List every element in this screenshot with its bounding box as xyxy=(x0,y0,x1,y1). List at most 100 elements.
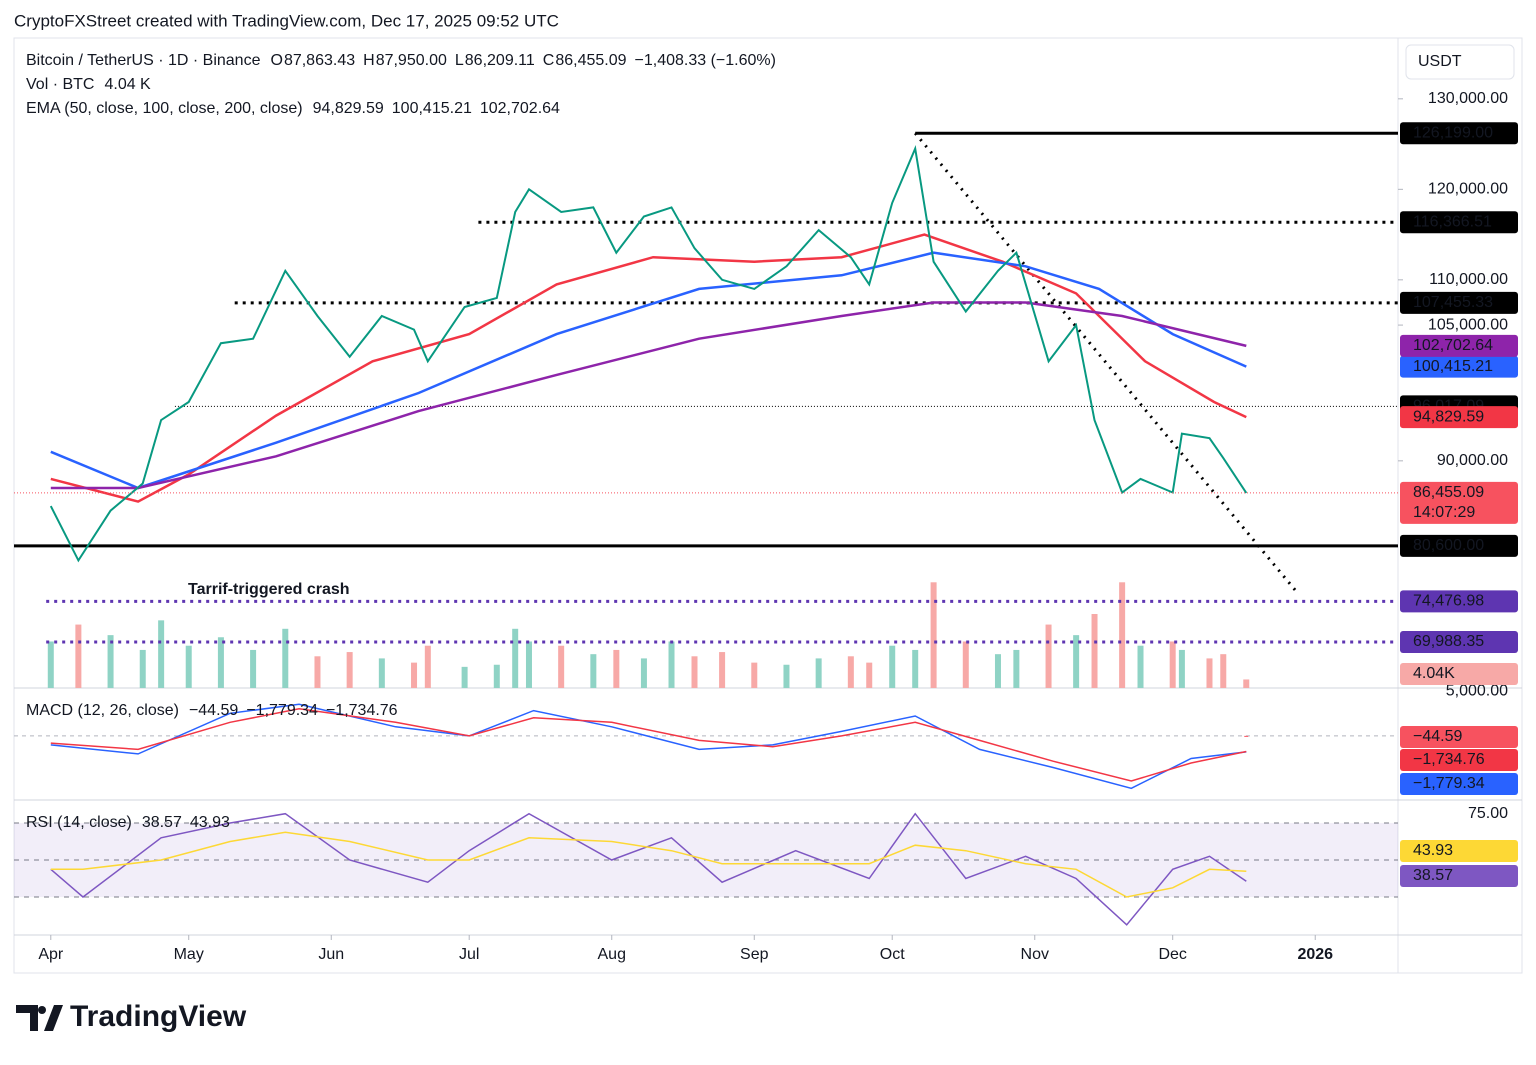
legend-text: −44.59 xyxy=(189,702,238,719)
y-tick-label: 110,000.00 xyxy=(1429,271,1508,288)
x-tick-label: Aug xyxy=(598,946,626,963)
legend-text: 38.57 xyxy=(142,814,182,831)
price-tag xyxy=(1400,481,1518,524)
volume-bar xyxy=(250,649,257,688)
volume-bar xyxy=(424,645,431,688)
volume-bar xyxy=(512,628,519,688)
level-tag xyxy=(1400,630,1518,653)
volume-bar xyxy=(1220,654,1227,688)
y-tick-label: 75.00 xyxy=(1468,805,1508,822)
ema-tag-label: 102,702.64 xyxy=(1413,337,1493,354)
volume-bar xyxy=(217,637,224,688)
volume-bar xyxy=(282,628,289,688)
volume-bar xyxy=(815,658,822,688)
macd-tag-label: −1,779.34 xyxy=(1413,775,1485,792)
volume-bar xyxy=(1119,582,1126,688)
y-tick-label: 105,000.00 xyxy=(1428,316,1508,333)
y-tick-label: 5,000.00 xyxy=(1446,683,1508,700)
macd-tag-label: −1,734.76 xyxy=(1413,751,1485,768)
volume-bar xyxy=(1091,614,1098,688)
price-tag-countdown: 14:07:29 xyxy=(1413,504,1475,521)
volume-tag xyxy=(1400,663,1518,685)
legend-text: O xyxy=(270,52,282,69)
volume-bar xyxy=(1045,624,1052,688)
volume-bar xyxy=(847,656,854,688)
legend-text: RSI (14, close) xyxy=(26,814,132,831)
volume-bar xyxy=(912,649,919,688)
legend-text: Bitcoin / TetherUS · 1D · Binance xyxy=(26,52,261,69)
volume-tag-label: 4.04K xyxy=(1413,665,1455,682)
volume-bar xyxy=(314,656,321,688)
macd-tag xyxy=(1400,749,1518,771)
volume-bar xyxy=(1073,635,1080,688)
x-tick-label: 2026 xyxy=(1297,946,1333,963)
legend-text: 86,455.09 xyxy=(555,52,626,69)
legend-text: −1,779.34 xyxy=(246,702,318,719)
volume-bar xyxy=(525,641,532,688)
trendline xyxy=(914,132,1298,594)
legend-text: C xyxy=(543,52,555,69)
macd-hist-tag xyxy=(1400,726,1518,748)
volume-bar xyxy=(461,666,468,688)
volume-bar xyxy=(590,654,597,688)
volume-bar xyxy=(107,635,114,688)
x-tick-label: Oct xyxy=(880,946,905,963)
macd-line xyxy=(50,708,1247,782)
volume-bar xyxy=(411,662,418,688)
macd-histogram-bar xyxy=(1244,735,1249,737)
volume-bar xyxy=(378,658,385,688)
volume-bar xyxy=(493,664,500,688)
axis-unit[interactable]: USDT xyxy=(1418,53,1462,70)
legend-text: −1,408.33 (−1.60%) xyxy=(635,52,776,69)
volume-bar xyxy=(185,645,192,688)
x-tick-label: Jun xyxy=(318,946,344,963)
ema-line xyxy=(50,251,1247,490)
volume-bar xyxy=(751,662,758,688)
volume-bar xyxy=(158,620,165,688)
rsi-tag xyxy=(1400,865,1518,887)
legend-text: L xyxy=(455,52,464,69)
brand-logo: TradingView xyxy=(16,1000,247,1033)
volume-bar xyxy=(640,658,647,688)
volume-bar xyxy=(346,652,353,688)
frame xyxy=(13,37,1523,974)
legend-text: Vol · BTC xyxy=(26,76,94,93)
volume-bar xyxy=(1178,649,1185,688)
legend-text: H xyxy=(363,52,375,69)
level-tag-label: 69,988.35 xyxy=(1413,633,1484,650)
legend-text: 86,209.11 xyxy=(465,52,535,69)
ema-tag xyxy=(1400,334,1518,357)
x-tick-label: Jul xyxy=(459,946,479,963)
price-tag-label: 86,455.09 xyxy=(1413,484,1484,501)
x-tick-label: May xyxy=(174,946,204,963)
ema-tag xyxy=(1400,406,1518,429)
level-tag xyxy=(1400,122,1518,145)
volume-bar xyxy=(668,641,675,688)
y-tick-label: 90,000.00 xyxy=(1437,452,1508,469)
legend-text: 87,863.43 xyxy=(284,52,355,69)
x-tick-label: Dec xyxy=(1158,946,1186,963)
unit-button[interactable] xyxy=(1405,44,1515,80)
volume-bar xyxy=(1243,679,1250,688)
ema-tag xyxy=(1400,355,1518,378)
volume-bar xyxy=(962,641,969,688)
volume-bar xyxy=(866,662,873,688)
macd-hist-tag-label: −44.59 xyxy=(1413,728,1462,745)
watermark: CryptoFXStreet created with TradingView.… xyxy=(14,11,559,30)
level-tag xyxy=(1400,590,1518,613)
legend-text: MACD (12, 26, close) xyxy=(26,702,179,719)
volume-bar xyxy=(783,664,790,688)
volume-bar xyxy=(1169,641,1176,688)
x-tick-label: Sep xyxy=(740,946,769,963)
legend-text: EMA (50, close, 100, close, 200, close) xyxy=(26,100,303,117)
ema-tag-label: 94,829.59 xyxy=(1413,408,1484,425)
rsi-tag xyxy=(1400,840,1518,862)
volume-bar xyxy=(47,641,54,688)
macd-tag xyxy=(1400,773,1518,795)
x-tick-label: Nov xyxy=(1021,946,1049,963)
level-tag-label: 116,366.51 xyxy=(1413,213,1492,230)
annotation: Tarrif-triggered crash xyxy=(188,581,350,598)
macd-line xyxy=(50,703,1247,790)
rsi-line xyxy=(50,812,1247,926)
